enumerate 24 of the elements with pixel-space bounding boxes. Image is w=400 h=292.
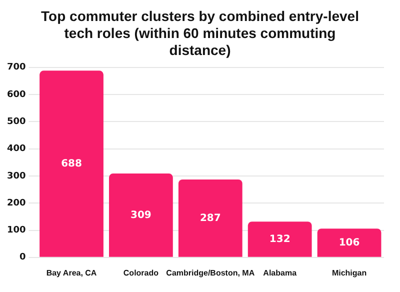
y-tick-label: 500 [6,117,26,128]
bar [40,70,104,257]
bar [248,222,312,257]
y-tick-label: 100 [6,226,26,236]
data-label: 287 [200,212,221,224]
y-tick-label: 300 [6,171,26,182]
y-tick-label: 200 [6,198,26,208]
bar [317,228,382,257]
y-tick-label: 700 [6,62,26,73]
data-label: 132 [269,234,290,245]
y-tick-label: 400 [6,144,26,154]
x-tick-label: Alabama [263,268,298,278]
chart-title: Top commuter clusters by combined entry-level tech roles (within 60 minutes commuting distance) [40,7,360,59]
bar [178,180,242,257]
y-tick-label: 0 [20,252,26,263]
data-label: 106 [338,237,360,248]
y-tick-label: 600 [6,90,26,100]
x-tick-label: Michigan [332,268,367,278]
data-label: 688 [61,158,82,170]
x-tick-label: Cambridge/Boston, MA [166,268,255,278]
x-tick-label: Bay Area, CA [46,268,97,278]
bar [109,174,173,257]
data-label: 309 [130,210,152,221]
x-tick-label: Colorado [123,268,159,278]
